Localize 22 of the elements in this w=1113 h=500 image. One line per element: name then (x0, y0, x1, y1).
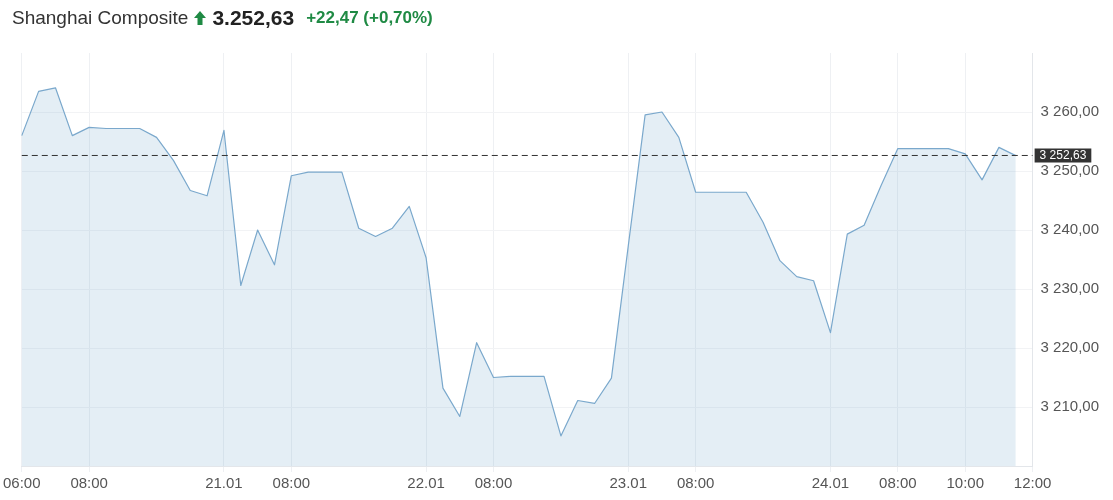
y-tick-label: 3 240,00 (1040, 220, 1099, 238)
y-tick-label: 3 230,00 (1040, 279, 1099, 297)
y-tick-label: 3 220,00 (1040, 338, 1099, 356)
x-tick-label: 12:00 (1013, 474, 1052, 492)
x-tick-label: 24.01 (811, 474, 850, 492)
x-tick-label: 08:00 (70, 474, 108, 492)
x-tick-label: 21.01 (205, 474, 243, 492)
x-tick-label: 10:00 (946, 474, 984, 492)
chart-title: Shanghai Composite (12, 7, 189, 29)
ref-line-label: 3 252,63 (1039, 147, 1087, 162)
x-tick-label: 08:00 (474, 474, 513, 492)
text: +22,47 (+0,70%) (306, 8, 433, 28)
chart-subtitle: 3.252,63 (212, 6, 295, 30)
x-tick-label: 06:00 (2, 474, 41, 492)
y-tick-label: 3 250,00 (1040, 161, 1099, 179)
x-tick-label: 22.01 (407, 474, 445, 492)
y-tick-label: 3 210,00 (1040, 397, 1099, 415)
x-tick-label: 08:00 (879, 474, 917, 492)
x-tick-label: 08:00 (272, 474, 311, 492)
x-tick-label: 08:00 (676, 474, 715, 492)
x-tick-label: 23.01 (609, 474, 648, 492)
y-tick-label: 3 260,00 (1040, 102, 1099, 120)
